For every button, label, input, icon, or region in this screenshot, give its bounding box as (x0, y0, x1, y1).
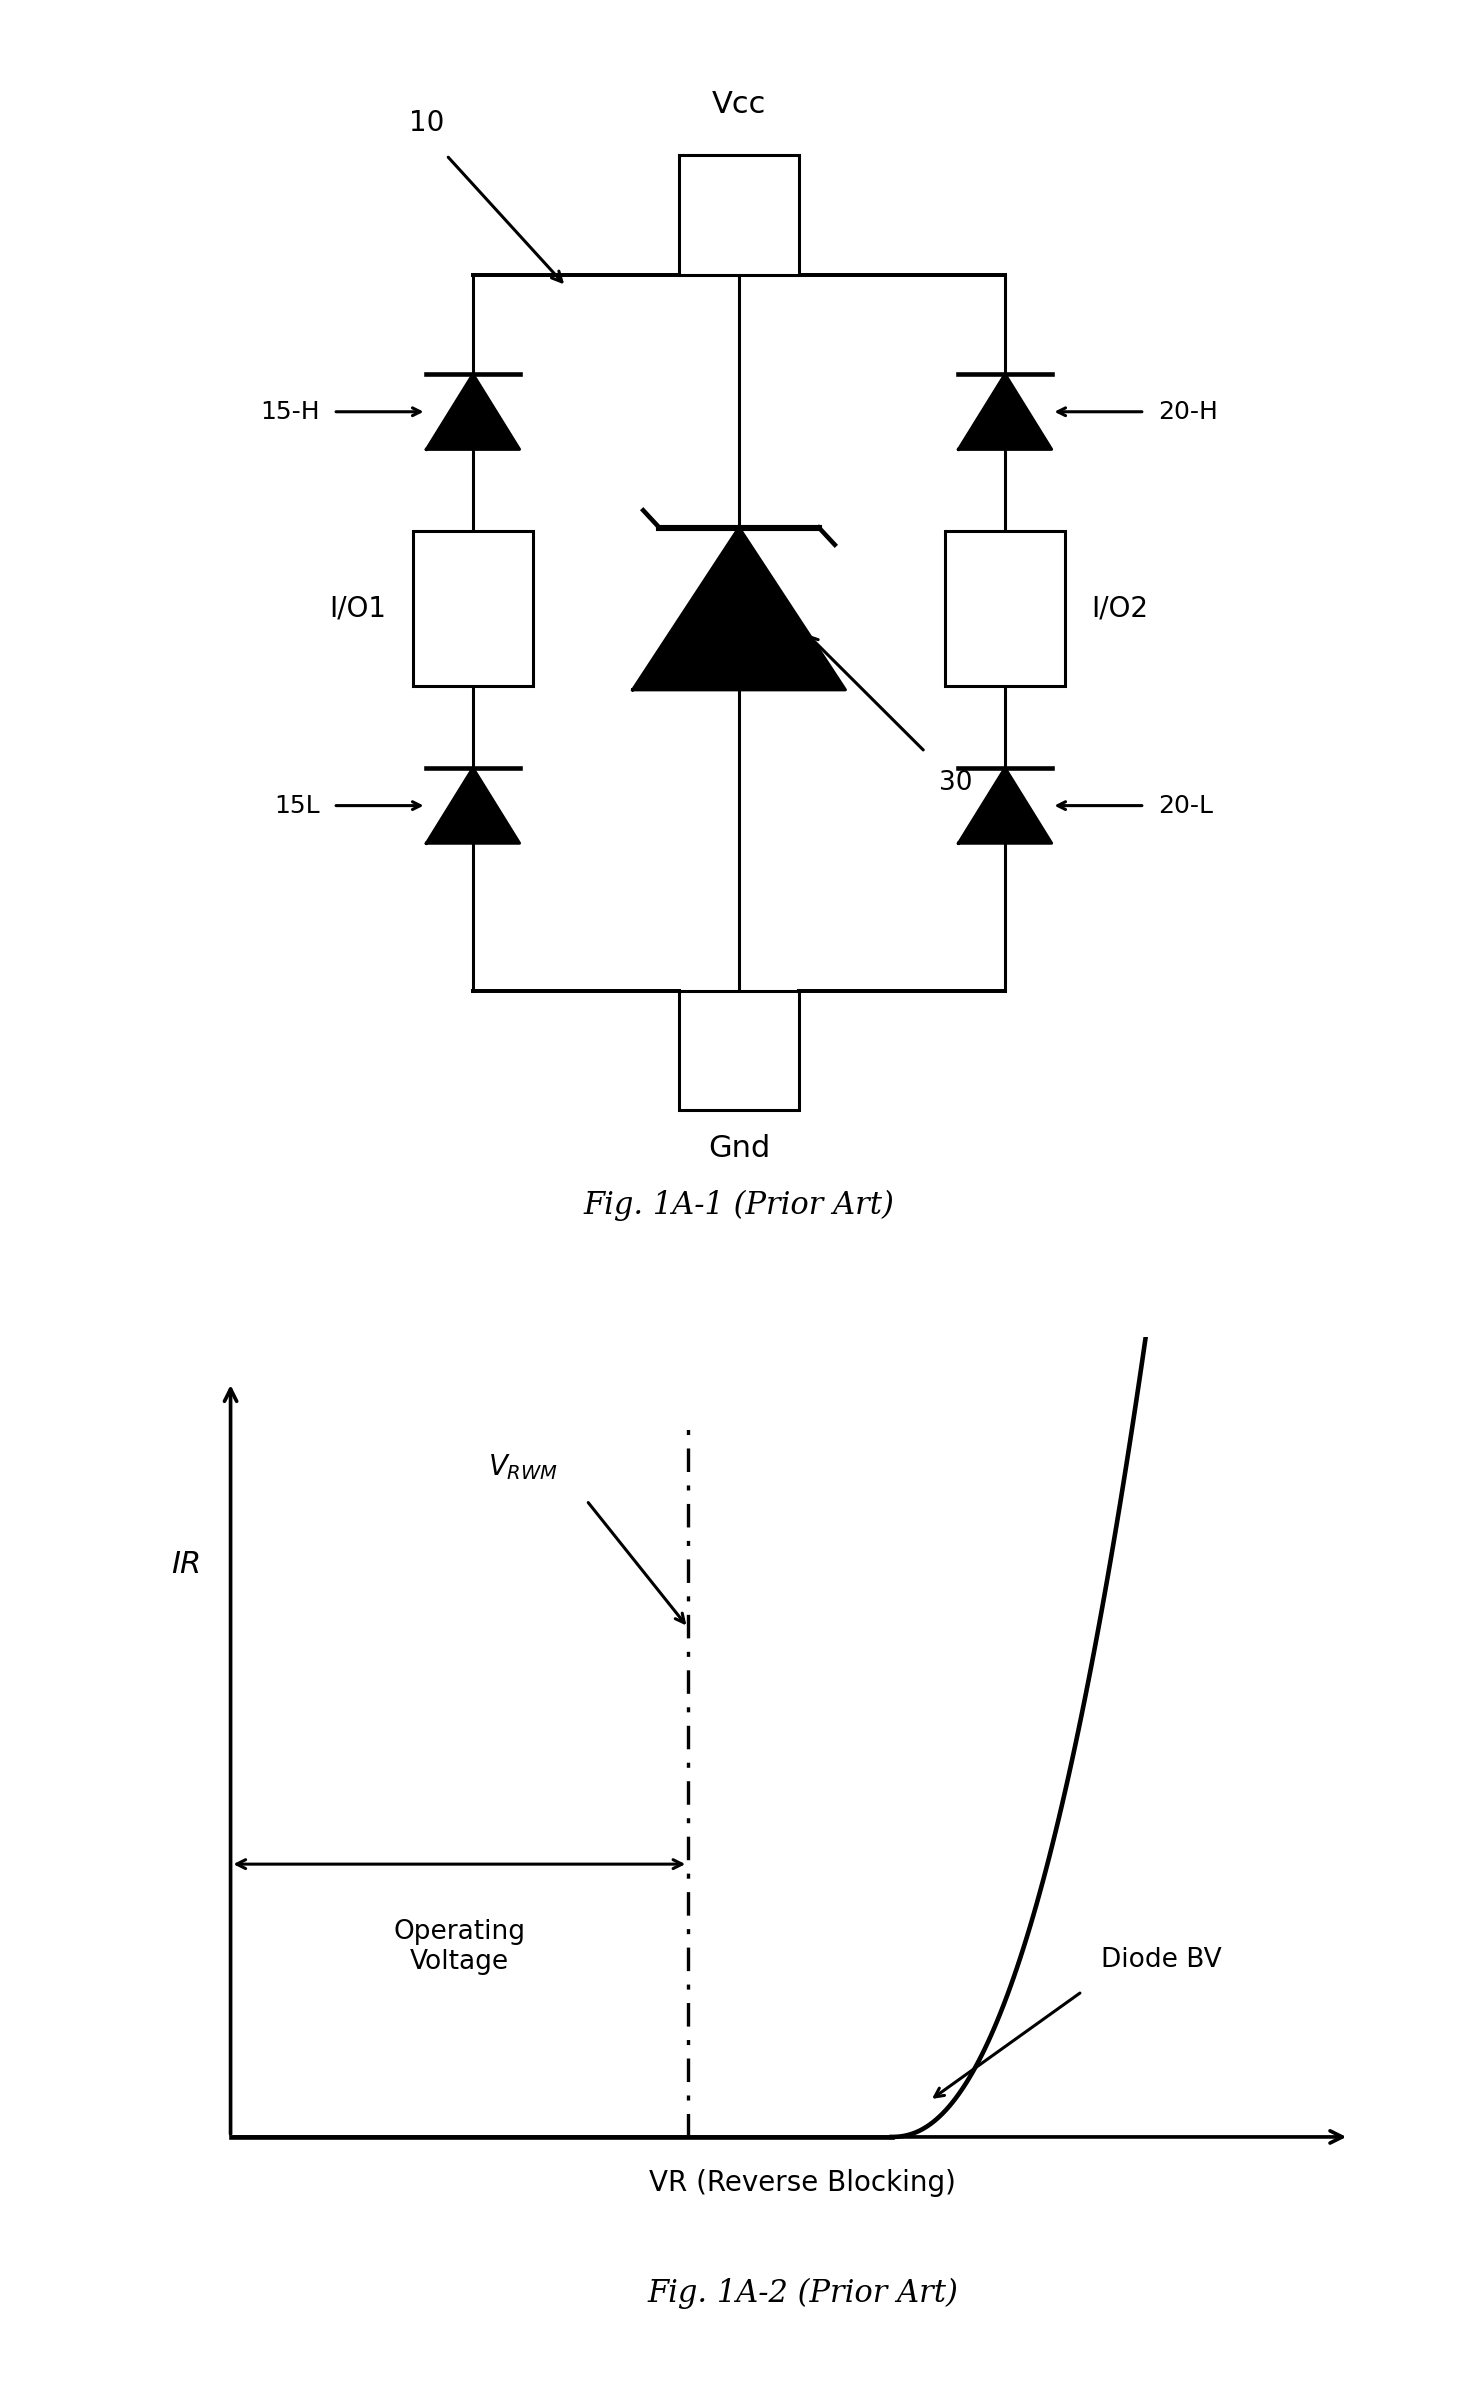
Text: Fig. 1A-1 (Prior Art): Fig. 1A-1 (Prior Art) (584, 1189, 894, 1222)
Polygon shape (633, 528, 845, 690)
Text: Diode BV: Diode BV (1101, 1948, 1222, 1974)
Bar (414, 532, 532, 687)
Text: I/O1: I/O1 (330, 594, 387, 623)
Bar (946, 532, 1066, 687)
Bar (680, 991, 800, 1110)
Bar (680, 155, 800, 275)
Text: $\mathit{V}_{\mathit{RWM}}$: $\mathit{V}_{\mathit{RWM}}$ (488, 1451, 557, 1482)
Polygon shape (427, 375, 520, 449)
Text: IR: IR (171, 1549, 201, 1578)
Text: VR (Reverse Blocking): VR (Reverse Blocking) (649, 2170, 956, 2196)
Text: Fig. 1A-2 (Prior Art): Fig. 1A-2 (Prior Art) (647, 2277, 958, 2308)
Text: 15-H: 15-H (260, 399, 321, 425)
Text: 20-L: 20-L (1159, 792, 1213, 819)
Text: Vcc: Vcc (712, 91, 766, 119)
Text: 15L: 15L (275, 792, 321, 819)
Polygon shape (959, 375, 1052, 449)
Text: Gnd: Gnd (708, 1134, 770, 1162)
Text: 30: 30 (939, 769, 973, 795)
Text: I/O2: I/O2 (1092, 594, 1148, 623)
Polygon shape (959, 769, 1052, 843)
Text: 10: 10 (409, 110, 443, 136)
Polygon shape (427, 769, 520, 843)
Text: Operating
Voltage: Operating Voltage (393, 1919, 525, 1974)
Text: 20-H: 20-H (1159, 399, 1218, 425)
